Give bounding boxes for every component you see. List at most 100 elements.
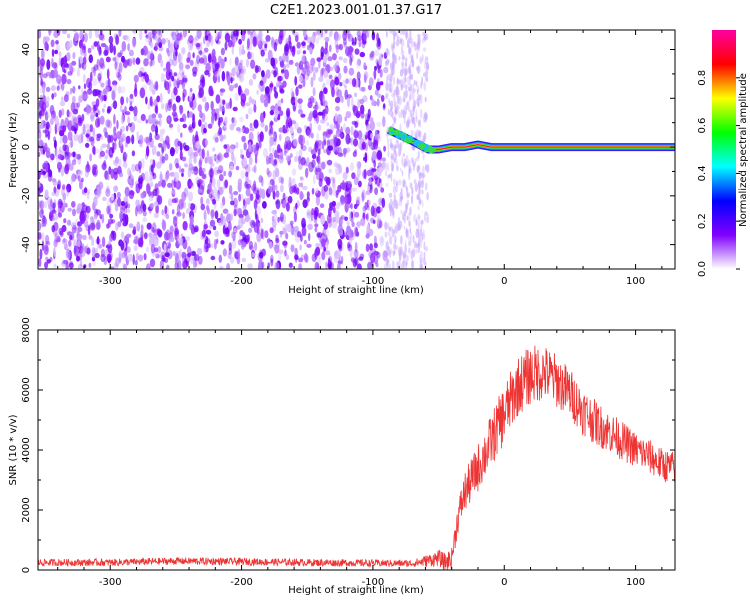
noise-cell <box>93 41 99 47</box>
noise-cell <box>241 65 246 76</box>
noise-cell <box>417 179 422 189</box>
noise-cell <box>269 136 274 147</box>
noise-cell <box>315 246 321 256</box>
noise-cell <box>175 50 178 57</box>
y-tick-label: 0 <box>21 144 32 150</box>
noise-cell <box>296 41 301 49</box>
noise-cell <box>256 34 261 45</box>
noise-cell <box>351 172 356 180</box>
noise-cell <box>63 200 66 208</box>
noise-cell <box>230 256 235 264</box>
noise-cell <box>393 116 396 125</box>
noise-cell <box>133 235 139 245</box>
noise-cell <box>78 85 81 90</box>
noise-cell <box>279 230 283 239</box>
noise-cell <box>38 257 42 268</box>
noise-cell <box>53 92 57 98</box>
noise-cell <box>422 151 425 161</box>
noise-cell <box>249 127 255 132</box>
noise-cell <box>58 146 62 153</box>
noise-cell <box>85 105 90 115</box>
noise-cell <box>417 150 420 159</box>
noise-cell <box>368 141 373 150</box>
noise-cell <box>167 39 171 49</box>
noise-cell <box>157 246 162 254</box>
noise-cell <box>320 68 324 79</box>
noise-cell <box>89 222 96 231</box>
noise-cell <box>235 165 240 171</box>
noise-cell <box>325 261 328 269</box>
noise-cell <box>201 51 205 59</box>
noise-cell <box>128 122 132 127</box>
noise-cell <box>391 66 395 76</box>
noise-cell <box>243 142 247 151</box>
noise-cell <box>264 230 269 239</box>
noise-cell <box>102 196 107 202</box>
noise-cell <box>156 161 162 169</box>
noise-cell <box>122 35 126 41</box>
noise-cell <box>202 244 207 253</box>
noise-cell <box>279 230 284 235</box>
noise-cell <box>211 162 215 167</box>
noise-cell <box>302 185 308 191</box>
noise-cell <box>402 91 406 98</box>
noise-cell <box>40 105 45 117</box>
y-tick-label: 8000 <box>21 317 32 342</box>
noise-cell <box>336 202 340 210</box>
noise-cell <box>374 89 379 96</box>
noise-cell <box>352 151 357 158</box>
noise-cell <box>203 121 208 129</box>
noise-cell <box>330 79 335 90</box>
noise-cell <box>244 181 249 189</box>
noise-cell <box>405 260 408 267</box>
noise-cell <box>203 241 209 250</box>
noise-cell <box>169 171 175 177</box>
noise-cell <box>290 244 295 253</box>
noise-cell <box>45 241 51 246</box>
noise-cell <box>370 252 376 263</box>
noise-cell <box>373 140 379 150</box>
noise-cell <box>106 205 111 215</box>
noise-cell <box>228 170 233 178</box>
noise-cell <box>308 213 312 224</box>
noise-cell <box>373 171 377 176</box>
noise-cell <box>324 36 330 43</box>
noise-cell <box>132 30 138 34</box>
noise-cell <box>42 84 45 95</box>
noise-cell <box>174 261 179 269</box>
noise-cell <box>352 209 356 219</box>
noise-cell <box>256 231 262 243</box>
noise-cell <box>58 51 62 57</box>
noise-cell <box>401 54 405 61</box>
noise-cell <box>225 102 229 110</box>
noise-cell <box>59 230 64 237</box>
noise-cell <box>388 88 392 93</box>
noise-cell <box>338 56 343 61</box>
noise-cell <box>396 35 400 41</box>
noise-cell <box>179 54 183 63</box>
noise-cell <box>295 202 298 210</box>
noise-cell <box>72 52 76 60</box>
noise-cell <box>285 232 289 240</box>
noise-cell <box>402 153 405 158</box>
noise-cell <box>417 205 420 211</box>
noise-cell <box>393 149 397 156</box>
noise-cell <box>403 162 406 169</box>
noise-cell <box>368 77 374 87</box>
noise-cell <box>198 84 204 92</box>
noise-cell <box>328 168 332 174</box>
noise-cell <box>214 210 219 220</box>
noise-cell <box>117 85 122 94</box>
noise-cell <box>122 221 128 227</box>
y-tick-label: 0 <box>21 567 32 573</box>
noise-cell <box>278 55 283 62</box>
noise-cell <box>339 82 343 87</box>
noise-cell <box>278 127 284 133</box>
noise-cell <box>104 131 109 139</box>
noise-cell <box>274 261 280 269</box>
noise-cell <box>175 95 181 103</box>
noise-cell <box>126 35 131 43</box>
noise-cell <box>405 120 410 129</box>
noise-cell <box>260 228 264 239</box>
noise-cell <box>409 60 413 67</box>
